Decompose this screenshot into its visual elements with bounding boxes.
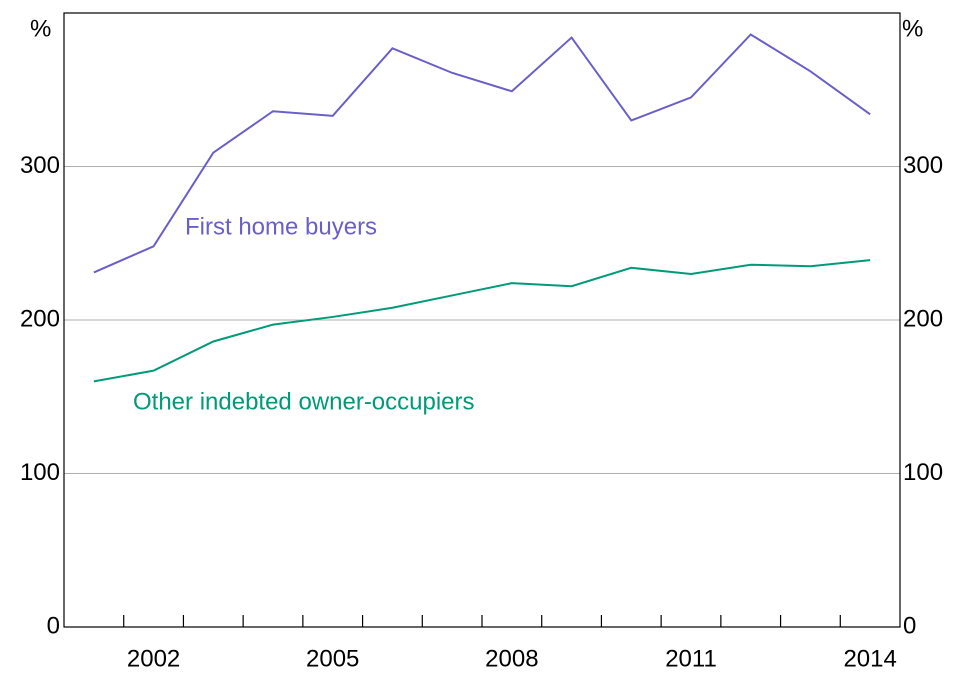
y2-tick-label: 200: [903, 305, 943, 332]
y2-axis-unit: %: [902, 15, 923, 42]
series-line: [93, 33, 871, 274]
x-tick-label: 2005: [306, 645, 359, 672]
x-tick-label: 2002: [127, 645, 180, 672]
x-tick-label: 2014: [843, 645, 896, 672]
series-label: First home buyers: [185, 213, 377, 240]
y2-tick-label: 100: [903, 459, 943, 486]
x-tick-label: 2008: [485, 645, 538, 672]
y2-tick-label: 300: [903, 152, 943, 179]
y-tick-label: 200: [20, 305, 60, 332]
x-tick-label: 2011: [665, 645, 717, 672]
y-axis-unit: %: [30, 15, 51, 42]
y2-tick-label: 0: [903, 612, 916, 639]
series-label: Other indebted owner-occupiers: [133, 388, 475, 415]
y-tick-label: 300: [20, 152, 60, 179]
y-tick-label: 100: [20, 459, 60, 486]
series-line: [93, 259, 871, 383]
y-tick-label: 0: [47, 612, 60, 639]
